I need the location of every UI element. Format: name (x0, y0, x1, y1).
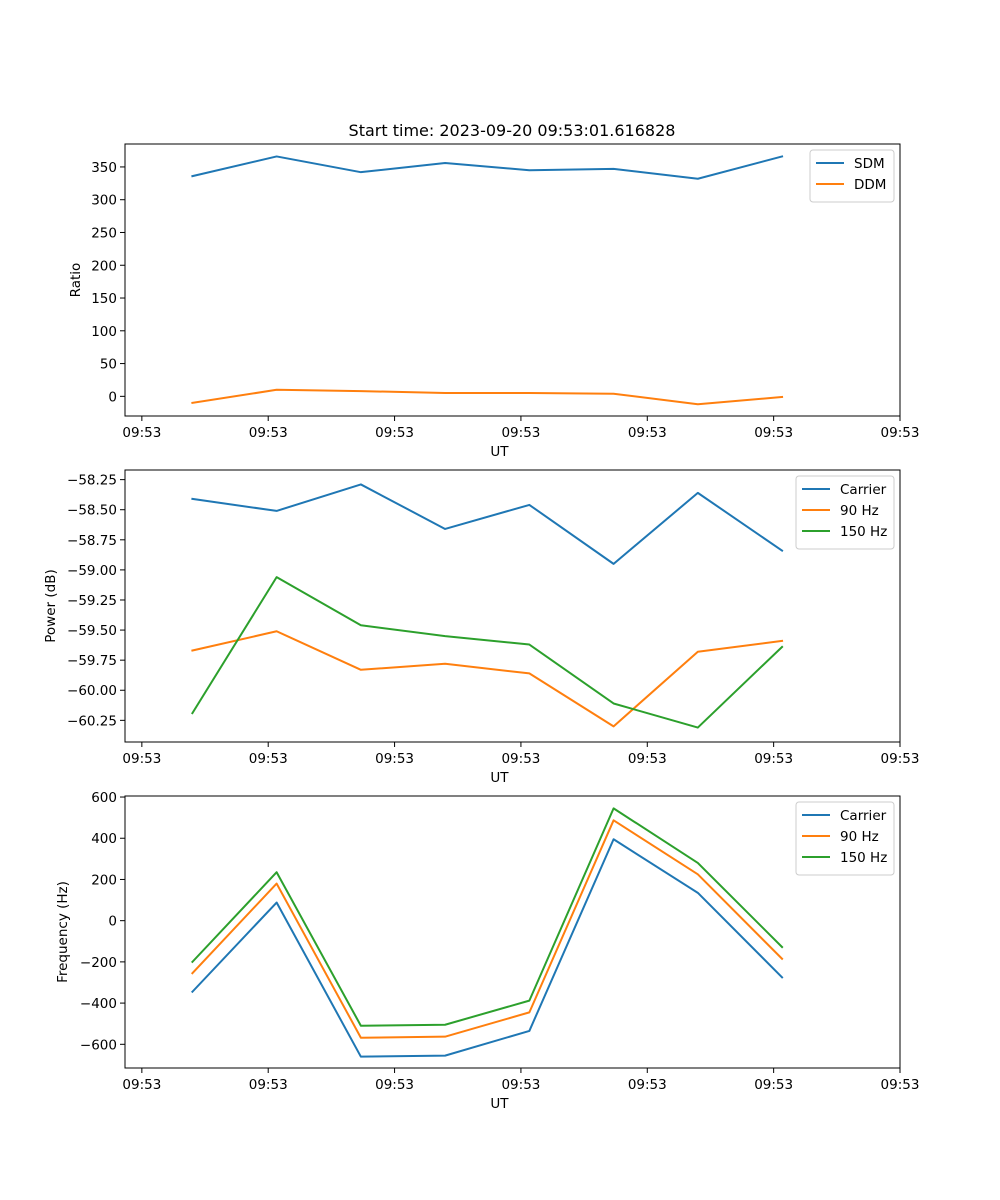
frequency-y-tick-label: 400 (91, 831, 117, 847)
frequency-x-tick-label: 09:53 (122, 1077, 161, 1093)
frequency-y-tick-label: 200 (91, 872, 117, 888)
power-series-line-carrier (191, 483, 784, 565)
frequency-legend-label-150-hz: 150 Hz (840, 850, 887, 866)
power-y-tick-label: −59.25 (67, 593, 117, 609)
ratio-x-tick-label: 09:53 (501, 425, 540, 441)
frequency-legend: Carrier 90 Hz 150 Hz (795, 801, 895, 876)
ratio-y-axis-label: Ratio (68, 263, 84, 298)
frequency-x-tick-label: 09:53 (249, 1077, 288, 1093)
ratio-legend: SDM DDM (809, 149, 895, 203)
ratio-series-line-sdm (191, 155, 784, 180)
ratio-x-axis-label: UT (490, 444, 509, 460)
power-series-line-90-hz (191, 630, 784, 728)
ratio-y-tick-label: 300 (91, 193, 117, 209)
power-y-tick-label: −58.50 (67, 503, 117, 519)
power-x-tick-label: 09:53 (375, 751, 414, 767)
ratio-legend-label-sdm: SDM (854, 156, 885, 172)
frequency-axes-frame (124, 795, 901, 1069)
frequency-y-tick-label: −200 (80, 955, 117, 971)
frequency-series-line-150-hz (190, 807, 784, 1027)
ratio-x-tick-label: 09:53 (754, 425, 793, 441)
power-x-tick-label: 09:53 (249, 751, 288, 767)
figure-title: Start time: 2023-09-20 09:53:01.616828 (349, 121, 676, 140)
ratio-y-tick-label: 50 (100, 357, 117, 373)
frequency-x-tick-label: 09:53 (501, 1077, 540, 1093)
power-y-axis-label: Power (dB) (43, 569, 59, 642)
frequency-x-axis-label: UT (490, 1096, 509, 1112)
power-y-tick-label: −60.25 (67, 713, 117, 729)
ratio-y-tick-label: 100 (91, 324, 117, 340)
ratio-x-tick-label: 09:53 (122, 425, 161, 441)
power-x-tick-label: 09:53 (754, 751, 793, 767)
power-legend-label-carrier: Carrier (840, 482, 887, 498)
frequency-y-tick-label: −600 (80, 1037, 117, 1053)
frequency-legend-label-carrier: Carrier (840, 808, 887, 824)
power-x-tick-label: 09:53 (628, 751, 667, 767)
frequency-y-tick-label: 0 (108, 914, 117, 930)
subplot-ratio: 09:53 09:53 09:53 09:53 09:53 09:53 09:53 0 50 10… (68, 143, 920, 460)
ratio-x-tick-label: 09:53 (249, 425, 288, 441)
ratio-series-line-ddm (191, 388, 784, 406)
frequency-legend-label-90-hz: 90 Hz (840, 829, 879, 845)
power-y-tick-label: −60.00 (67, 683, 117, 699)
frequency-x-tick-label: 09:53 (375, 1077, 414, 1093)
power-y-tick-label: −59.75 (67, 653, 117, 669)
power-axes-frame (124, 469, 901, 743)
power-legend-label-90-hz: 90 Hz (840, 503, 879, 519)
power-x-tick-label: 09:53 (501, 751, 540, 767)
power-legend-label-150-hz: 150 Hz (840, 524, 887, 540)
power-y-tick-label: −59.50 (67, 623, 117, 639)
frequency-y-axis-label: Frequency (Hz) (55, 881, 71, 983)
ratio-x-tick-label: 09:53 (375, 425, 414, 441)
power-x-tick-label: 09:53 (881, 751, 920, 767)
power-y-tick-label: −58.25 (67, 473, 117, 489)
power-y-tick-label: −58.75 (67, 533, 117, 549)
subplot-power: 09:53 09:53 09:53 09:53 09:53 09:53 09:53 −60.2… (43, 469, 920, 786)
ratio-y-tick-label: 200 (91, 258, 117, 274)
power-x-tick-label: 09:53 (122, 751, 161, 767)
power-legend: Carrier 90 Hz 150 Hz (795, 475, 895, 550)
ratio-x-tick-label: 09:53 (628, 425, 667, 441)
frequency-y-tick-label: −400 (80, 996, 117, 1012)
ratio-y-tick-label: 150 (91, 291, 117, 307)
ratio-y-tick-label: 250 (91, 225, 117, 241)
ratio-y-tick-label: 0 (108, 389, 117, 405)
power-series-line-150-hz (191, 576, 784, 729)
frequency-x-tick-label: 09:53 (881, 1077, 920, 1093)
frequency-y-tick-label: 600 (91, 790, 117, 806)
frequency-series-line-carrier (190, 838, 784, 1058)
subplot-frequency: 09:53 09:53 09:53 09:53 09:53 09:53 09:53 −600 −… (55, 790, 919, 1112)
frequency-series-line-90-hz (190, 819, 784, 1039)
ratio-x-tick-label: 09:53 (881, 425, 920, 441)
power-y-tick-label: −59.00 (67, 563, 117, 579)
frequency-x-tick-label: 09:53 (754, 1077, 793, 1093)
power-x-axis-label: UT (490, 770, 509, 786)
ratio-legend-label-ddm: DDM (854, 177, 886, 193)
ratio-axes-frame (124, 143, 901, 417)
ratio-y-tick-label: 350 (91, 160, 117, 176)
frequency-x-tick-label: 09:53 (628, 1077, 667, 1093)
